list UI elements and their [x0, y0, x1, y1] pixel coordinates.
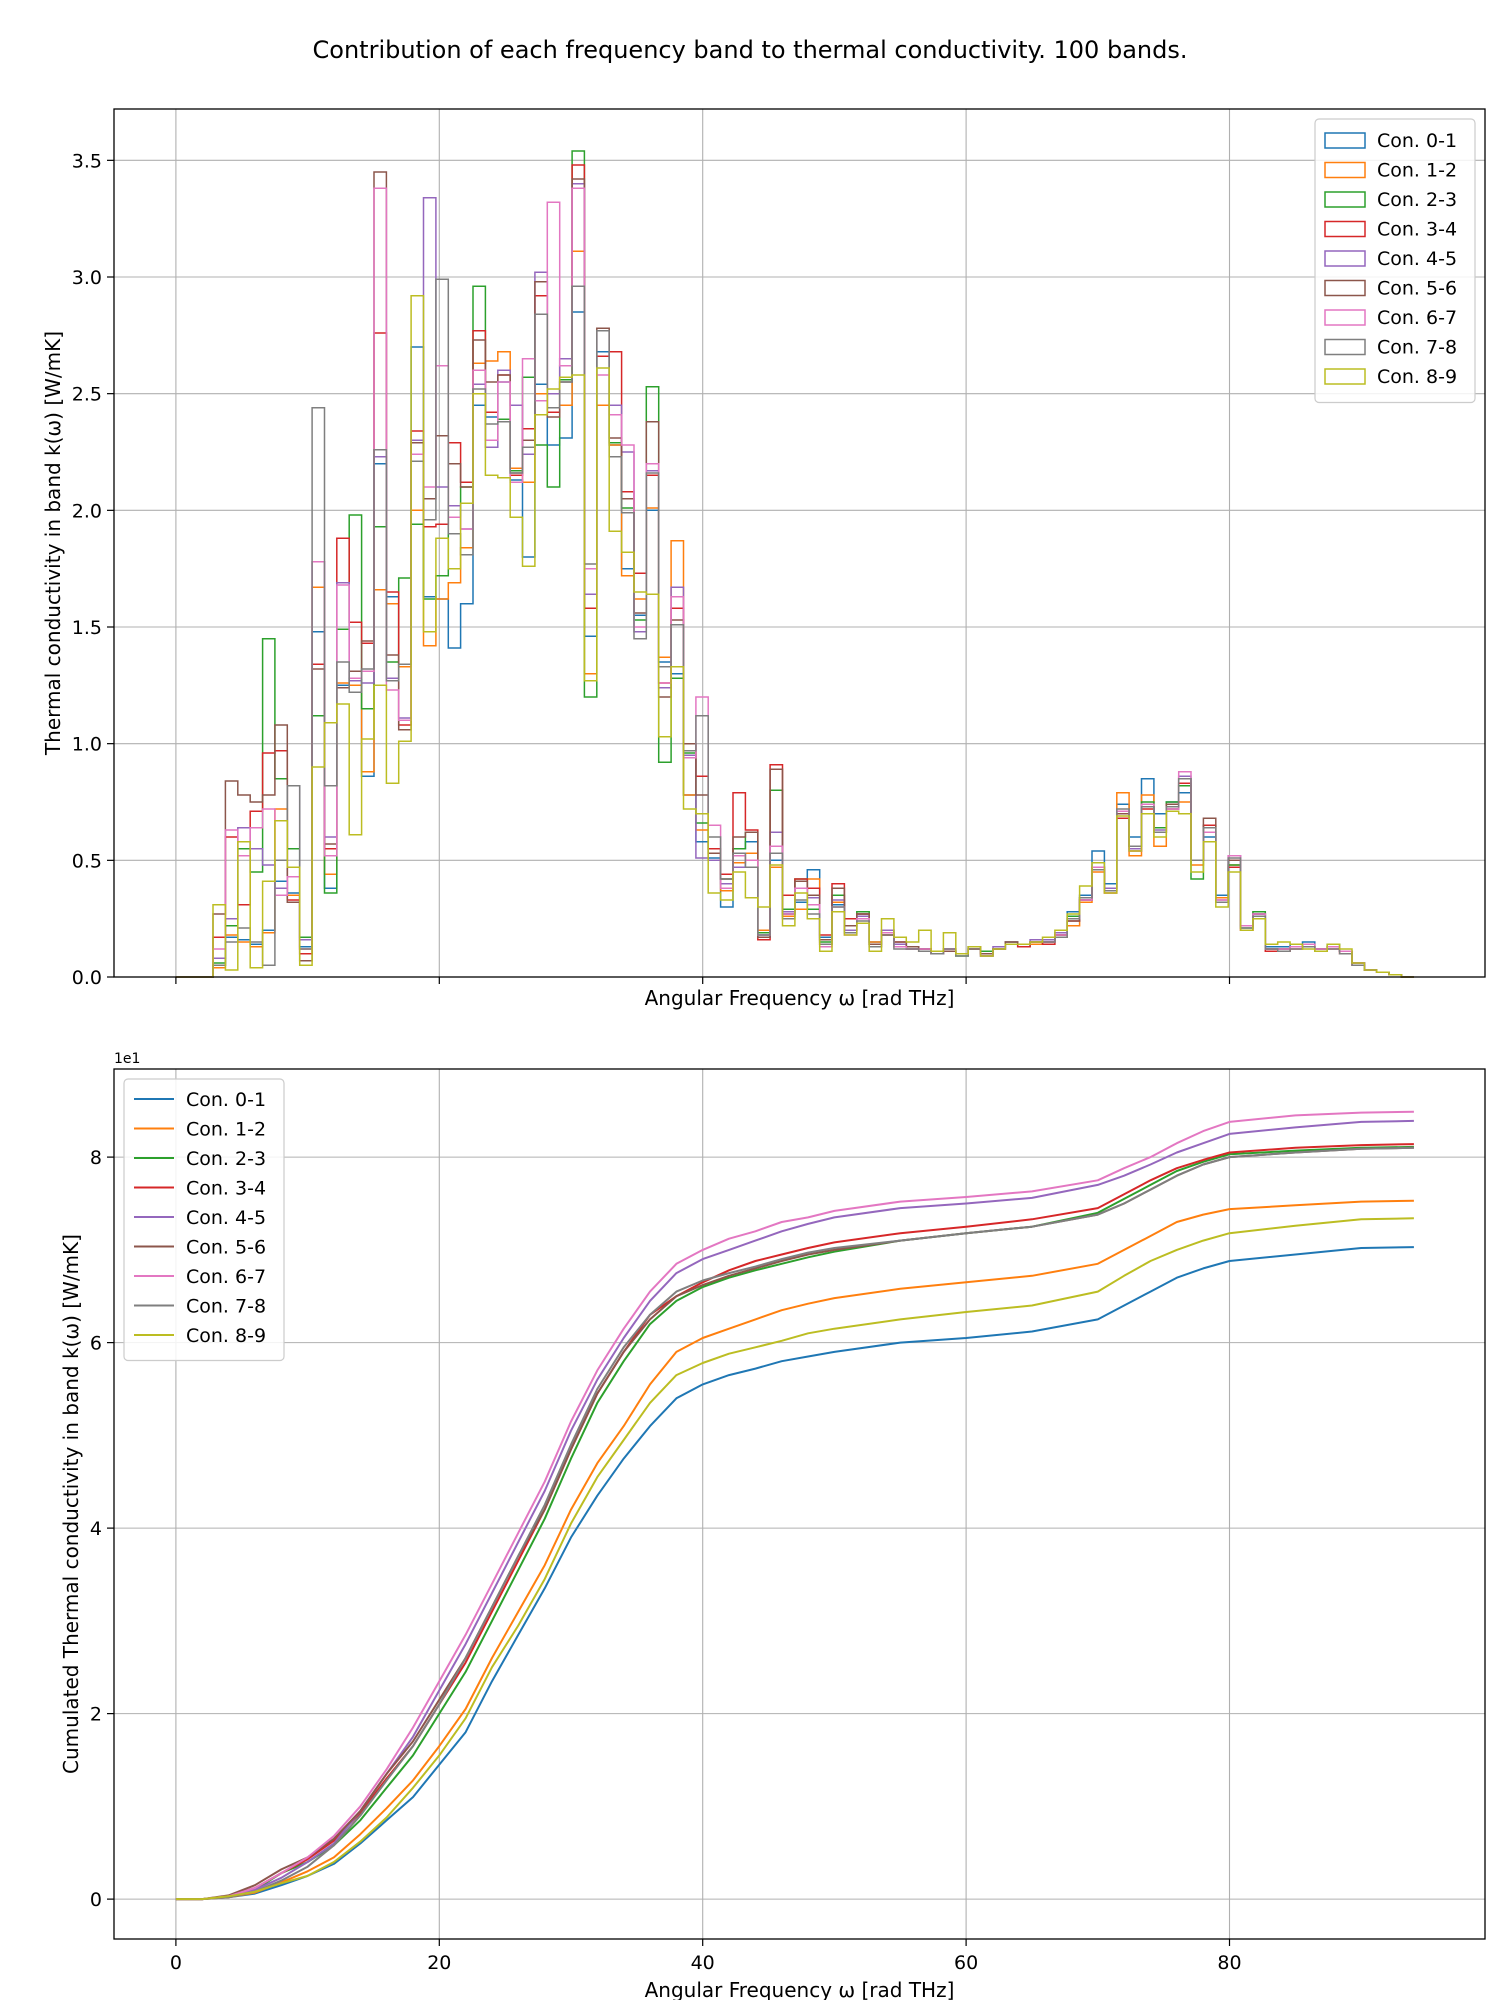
top-legend-label: Con. 4-5	[1377, 248, 1457, 270]
top-legend-label: Con. 5-6	[1377, 278, 1457, 300]
bottom-x-tick-label: 20	[427, 1952, 451, 1974]
top-y-tick-label: 2.5	[72, 384, 102, 406]
top-panel-band-contributions: 0.0 0.5 1.0 1.5 2.0 2.5 3.0 3.5 Angular Frequen…	[41, 109, 1485, 1010]
bottom-legend: Con. 0-1 Con. 1-2 Con. 2-3 Con. 3-4 Con. 4-5…	[124, 1079, 284, 1361]
bottom-legend-label: Con. 8-9	[186, 1325, 266, 1347]
top-legend-label: Con. 8-9	[1377, 366, 1457, 388]
bottom-y-tick-label: 6	[90, 1333, 102, 1355]
top-gridlines	[114, 109, 1485, 977]
bottom-x-tick-label: 0	[170, 1952, 182, 1974]
bottom-series-con-4-5	[176, 1121, 1414, 1899]
bottom-x-axis-label: Angular Frequency ω [rad THz]	[645, 1978, 955, 2000]
bottom-y-tick-label: 4	[90, 1518, 102, 1540]
bottom-offset-label: 1e1	[114, 1051, 140, 1067]
top-legend-label: Con. 1-2	[1377, 160, 1457, 182]
top-series-con-2-3	[176, 151, 1414, 977]
figure-title: Contribution of each frequency band to t…	[313, 36, 1188, 64]
top-y-tick-label: 3.0	[72, 267, 102, 289]
top-y-tick-label: 1.5	[72, 617, 102, 639]
bottom-y-axis-label: Cumulated Thermal conductivity in band k…	[59, 1234, 83, 1774]
bottom-y-tick-label: 0	[90, 1889, 102, 1911]
top-legend-label: Con. 7-8	[1377, 337, 1457, 359]
top-y-axis-label: Thermal conductivity in band k(ω) [W/mK]	[41, 331, 65, 756]
bottom-series-con-1-2	[176, 1201, 1414, 1899]
top-legend-label: Con. 6-7	[1377, 307, 1457, 329]
bottom-legend-label: Con. 3-4	[186, 1178, 266, 1200]
top-legend: Con. 0-1 Con. 1-2 Con. 2-3 Con. 3-4 Con. 4-5…	[1315, 119, 1475, 403]
bottom-series-con-0-1	[176, 1247, 1414, 1899]
top-y-tick-label: 2.0	[72, 500, 102, 522]
bottom-axes-frame	[114, 1069, 1485, 1939]
bottom-series-con-8-9	[176, 1218, 1414, 1899]
top-series	[176, 151, 1414, 977]
bottom-legend-label: Con. 6-7	[186, 1266, 266, 1288]
bottom-series-con-6-7	[176, 1112, 1414, 1899]
bottom-x-tick-label: 40	[691, 1952, 715, 1974]
bottom-y-tick-label: 8	[90, 1147, 102, 1169]
bottom-legend-label: Con. 0-1	[186, 1089, 266, 1111]
top-ticks: 0.0 0.5 1.0 1.5 2.0 2.5 3.0 3.5	[72, 150, 1230, 989]
bottom-panel-cumulated: 0 20 40 60 80 0 2 4 6 8 1e1 Angular Frequency ω […	[59, 1051, 1485, 2000]
bottom-x-tick-label: 60	[954, 1952, 978, 1974]
bottom-legend-label: Con. 1-2	[186, 1119, 266, 1141]
top-x-axis-label: Angular Frequency ω [rad THz]	[645, 986, 955, 1010]
top-y-tick-label: 1.0	[72, 734, 102, 756]
bottom-x-tick-label: 80	[1217, 1952, 1241, 1974]
bottom-legend-label: Con. 7-8	[186, 1296, 266, 1318]
top-legend-label: Con. 3-4	[1377, 219, 1457, 241]
bottom-y-tick-label: 2	[90, 1704, 102, 1726]
bottom-legend-label: Con. 4-5	[186, 1207, 266, 1229]
top-y-tick-label: 0.5	[72, 850, 102, 872]
top-legend-label: Con. 2-3	[1377, 189, 1457, 211]
top-axes-frame	[114, 109, 1485, 977]
bottom-legend-label: Con. 2-3	[186, 1148, 266, 1170]
bottom-series-con-2-3	[176, 1147, 1414, 1899]
top-y-tick-label: 3.5	[72, 150, 102, 172]
bottom-gridlines	[114, 1069, 1485, 1939]
bottom-legend-label: Con. 5-6	[186, 1237, 266, 1259]
top-y-tick-label: 0.0	[72, 967, 102, 989]
bottom-series	[176, 1112, 1414, 1899]
top-legend-label: Con. 0-1	[1377, 130, 1457, 152]
